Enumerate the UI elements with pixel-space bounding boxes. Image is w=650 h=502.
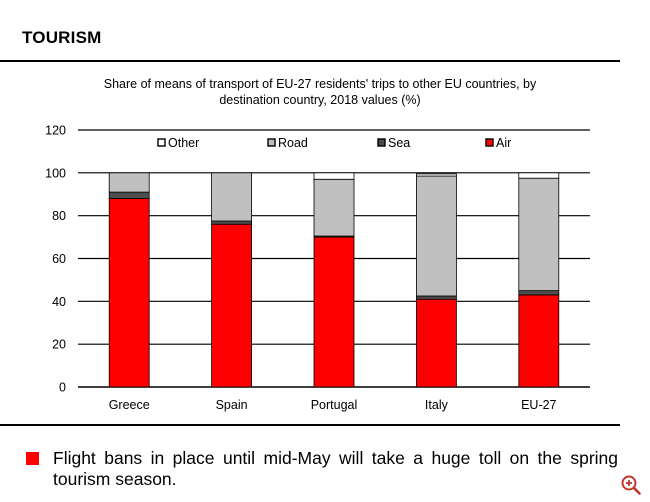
chart-title-line-2: destination country, 2018 values (%) <box>219 93 421 107</box>
y-tick-label: 80 <box>52 209 66 223</box>
legend-label-air: Air <box>496 136 511 150</box>
bar-segment-sea <box>211 220 253 225</box>
bar-segment-road <box>518 177 560 292</box>
bar-segment-road <box>211 172 253 222</box>
legend-swatch-other <box>157 138 166 147</box>
bar-segment-other <box>415 173 457 177</box>
bar-segment-air <box>313 236 355 388</box>
bar-segment-air <box>415 298 457 388</box>
bar-segment-other <box>518 172 560 179</box>
x-tick-label: Italy <box>425 398 449 412</box>
bar-segment-air <box>518 294 560 388</box>
legend-swatch-road <box>267 138 276 147</box>
bullet-square-icon <box>26 452 39 465</box>
section-title: TOURISM <box>22 28 102 47</box>
bar-segment-sea <box>108 191 150 199</box>
legend-swatch-air <box>485 138 494 147</box>
y-tick-label: 20 <box>52 338 66 352</box>
bar-segment-road <box>415 175 457 297</box>
chart-container: Share of means of transport of EU-27 res… <box>0 70 620 420</box>
y-tick-label: 60 <box>52 252 66 266</box>
x-tick-label: Portugal <box>311 398 358 412</box>
y-tick-label: 120 <box>45 124 66 138</box>
bar-segment-road <box>313 178 355 237</box>
chart-divider <box>0 424 620 426</box>
x-tick-label: Spain <box>216 398 248 412</box>
x-tick-label: EU-27 <box>521 398 556 412</box>
bar-segment-sea <box>518 290 560 296</box>
bar-segment-air <box>108 198 150 388</box>
legend-label-road: Road <box>278 136 308 150</box>
bar-segment-road <box>108 172 150 193</box>
bar-segment-air <box>211 223 253 388</box>
chart-title: Share of means of transport of EU-27 res… <box>40 76 600 108</box>
y-tick-label: 0 <box>59 381 66 395</box>
legend-label-other: Other <box>168 136 199 150</box>
y-tick-label: 40 <box>52 295 66 309</box>
legend-label-sea: Sea <box>388 136 410 150</box>
chart-title-line-1: Share of means of transport of EU-27 res… <box>103 77 537 91</box>
bar-segment-other <box>313 172 355 180</box>
bar-segment-sea <box>415 295 457 300</box>
x-tick-label: Greece <box>109 398 150 412</box>
legend-swatch-sea <box>377 138 386 147</box>
stacked-bar-chart: 0 20 40 60 80 100 120 Greece Spain Portugal Italy E… <box>45 124 590 412</box>
note: Flight bans in place until mid-May will … <box>26 448 618 490</box>
note-text: Flight bans in place until mid-May will … <box>53 448 618 489</box>
zoom-in-icon[interactable] <box>620 474 642 496</box>
y-tick-label: 100 <box>45 166 66 180</box>
title-divider <box>0 60 620 62</box>
